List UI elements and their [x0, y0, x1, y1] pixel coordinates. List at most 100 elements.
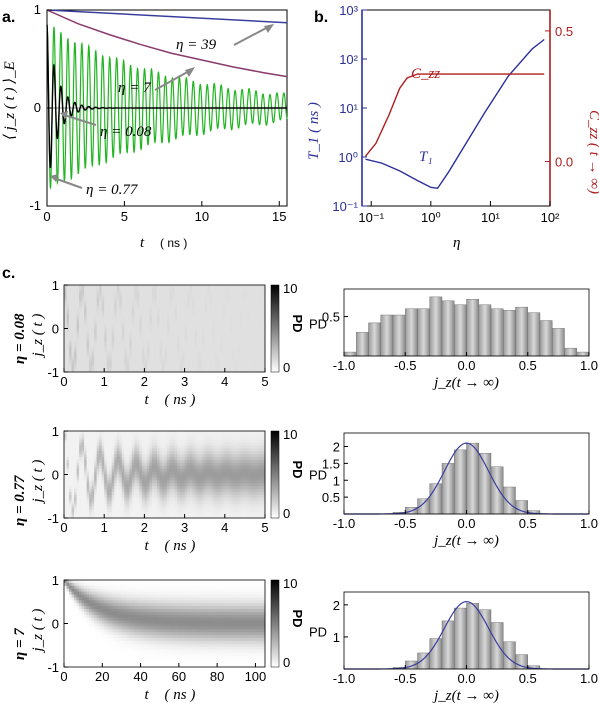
heatmap-cell — [144, 451, 148, 455]
heatmap-cell — [101, 296, 105, 300]
heatmap-cell — [217, 319, 221, 324]
heatmap-cell — [84, 454, 88, 458]
heatmap-cell — [259, 345, 263, 350]
heatmap-cell — [161, 436, 165, 441]
heatmap-cell — [161, 462, 165, 467]
heatmap-cell — [214, 500, 218, 504]
heatmap-cell — [252, 357, 256, 361]
x-tick-label: 0 — [60, 374, 67, 389]
row-label-eta7: η = 7 — [12, 628, 28, 660]
heatmap-cell — [101, 483, 105, 487]
heatmap-cell — [149, 445, 153, 449]
heatmap-cell — [111, 360, 115, 364]
heatmap-cell — [79, 360, 82, 364]
heatmap-cell — [141, 462, 145, 467]
heatmap-cell — [131, 468, 135, 472]
heatmap-cell — [227, 337, 231, 341]
heatmap-cell — [144, 494, 148, 499]
heatmap-cell — [187, 431, 191, 435]
heatmap-cell — [84, 480, 88, 484]
heatmap-cell — [81, 439, 85, 443]
heatmap-cell — [224, 343, 228, 347]
heatmap-cell — [86, 366, 90, 370]
x-tick-label: 0 — [43, 209, 50, 224]
heatmap-cell — [79, 506, 82, 510]
heatmap-cell — [194, 360, 198, 364]
heatmap-cell — [114, 285, 118, 289]
heatmap-cell — [207, 311, 211, 315]
heatmap-cell — [99, 311, 103, 315]
heatmap-cell — [247, 515, 251, 519]
heatmap-cell — [219, 462, 223, 467]
heatmap-cell — [167, 311, 170, 315]
heatmap-cell — [114, 460, 118, 464]
heatmap-cell — [81, 363, 85, 367]
heatmap-cell — [202, 471, 206, 475]
heatmap-cell — [146, 366, 150, 370]
heatmap-cell — [76, 285, 80, 289]
heatmap-cell — [109, 436, 113, 441]
heatmap-cell — [91, 325, 95, 329]
heatmap-cell — [89, 494, 93, 499]
annot-eta077: η = 0.77 — [86, 182, 139, 198]
heatmap-cell — [189, 497, 193, 501]
heatmap-cell — [167, 439, 170, 443]
heatmap-cell — [66, 652, 70, 656]
heatmap-cell — [224, 460, 228, 464]
heatmap-cell — [259, 486, 263, 490]
heatmap-cell — [161, 319, 165, 324]
heatmap-cell — [161, 477, 165, 481]
heatmap-cell — [79, 465, 82, 470]
heatmap-cell — [199, 512, 203, 516]
heatmap-cell — [86, 465, 90, 470]
heatmap-cell — [232, 491, 236, 496]
heatmap-cell — [232, 457, 236, 461]
heatmap-cell — [96, 512, 100, 516]
x-tick-label: 2 — [141, 374, 148, 389]
heatmap-cell — [239, 433, 243, 438]
heatmap-cell — [154, 366, 158, 370]
heatmap-cell — [81, 497, 85, 501]
heatmap-cell — [79, 285, 82, 289]
heatmap-cell — [159, 308, 163, 312]
heatmap-cell — [249, 287, 253, 292]
heatmap-cell — [146, 509, 150, 513]
heatmap-cell — [156, 319, 160, 324]
heatmap-cell — [237, 445, 241, 449]
heatmap-cell — [91, 360, 95, 364]
heatmap-cell — [257, 351, 261, 355]
heatmap-cell — [71, 290, 75, 295]
heatmap-cell — [189, 316, 193, 321]
heatmap-cell — [69, 623, 72, 627]
heatmap-cell — [119, 325, 123, 329]
heatmap-cell — [69, 477, 72, 481]
heatmap-cell — [99, 290, 103, 295]
heatmap-cell — [114, 468, 118, 472]
heatmap-cell — [247, 489, 251, 493]
heatmap-cell — [104, 451, 108, 455]
heatmap-cell — [229, 500, 233, 504]
heatmap-cell — [232, 486, 236, 490]
panel-b-xlabel: η — [453, 235, 460, 251]
heatmap-cell — [197, 369, 201, 373]
heatmap-cell — [219, 483, 223, 487]
heatmap-cell — [254, 500, 258, 504]
heatmap-cell — [197, 290, 201, 295]
heatmap-cell — [217, 451, 221, 455]
heatmap-cell — [114, 486, 118, 490]
heatmap-cell — [131, 337, 135, 341]
heatmap-cell — [182, 445, 185, 449]
heatmap-cell — [106, 480, 110, 484]
heatmap-cell — [134, 491, 138, 496]
heatmap-cell — [194, 457, 198, 461]
heatmap-cell — [84, 451, 88, 455]
heatmap-cell — [114, 489, 118, 493]
heatmap-cell — [161, 445, 165, 449]
heatmap-cell — [262, 477, 266, 481]
heatmap-cell — [222, 331, 226, 335]
heatmap-cell — [189, 369, 193, 373]
heatmap-cell — [194, 468, 198, 472]
heatmap-cell — [154, 331, 158, 335]
heatmap-cell — [104, 285, 108, 289]
heatmap-cell — [252, 497, 256, 501]
